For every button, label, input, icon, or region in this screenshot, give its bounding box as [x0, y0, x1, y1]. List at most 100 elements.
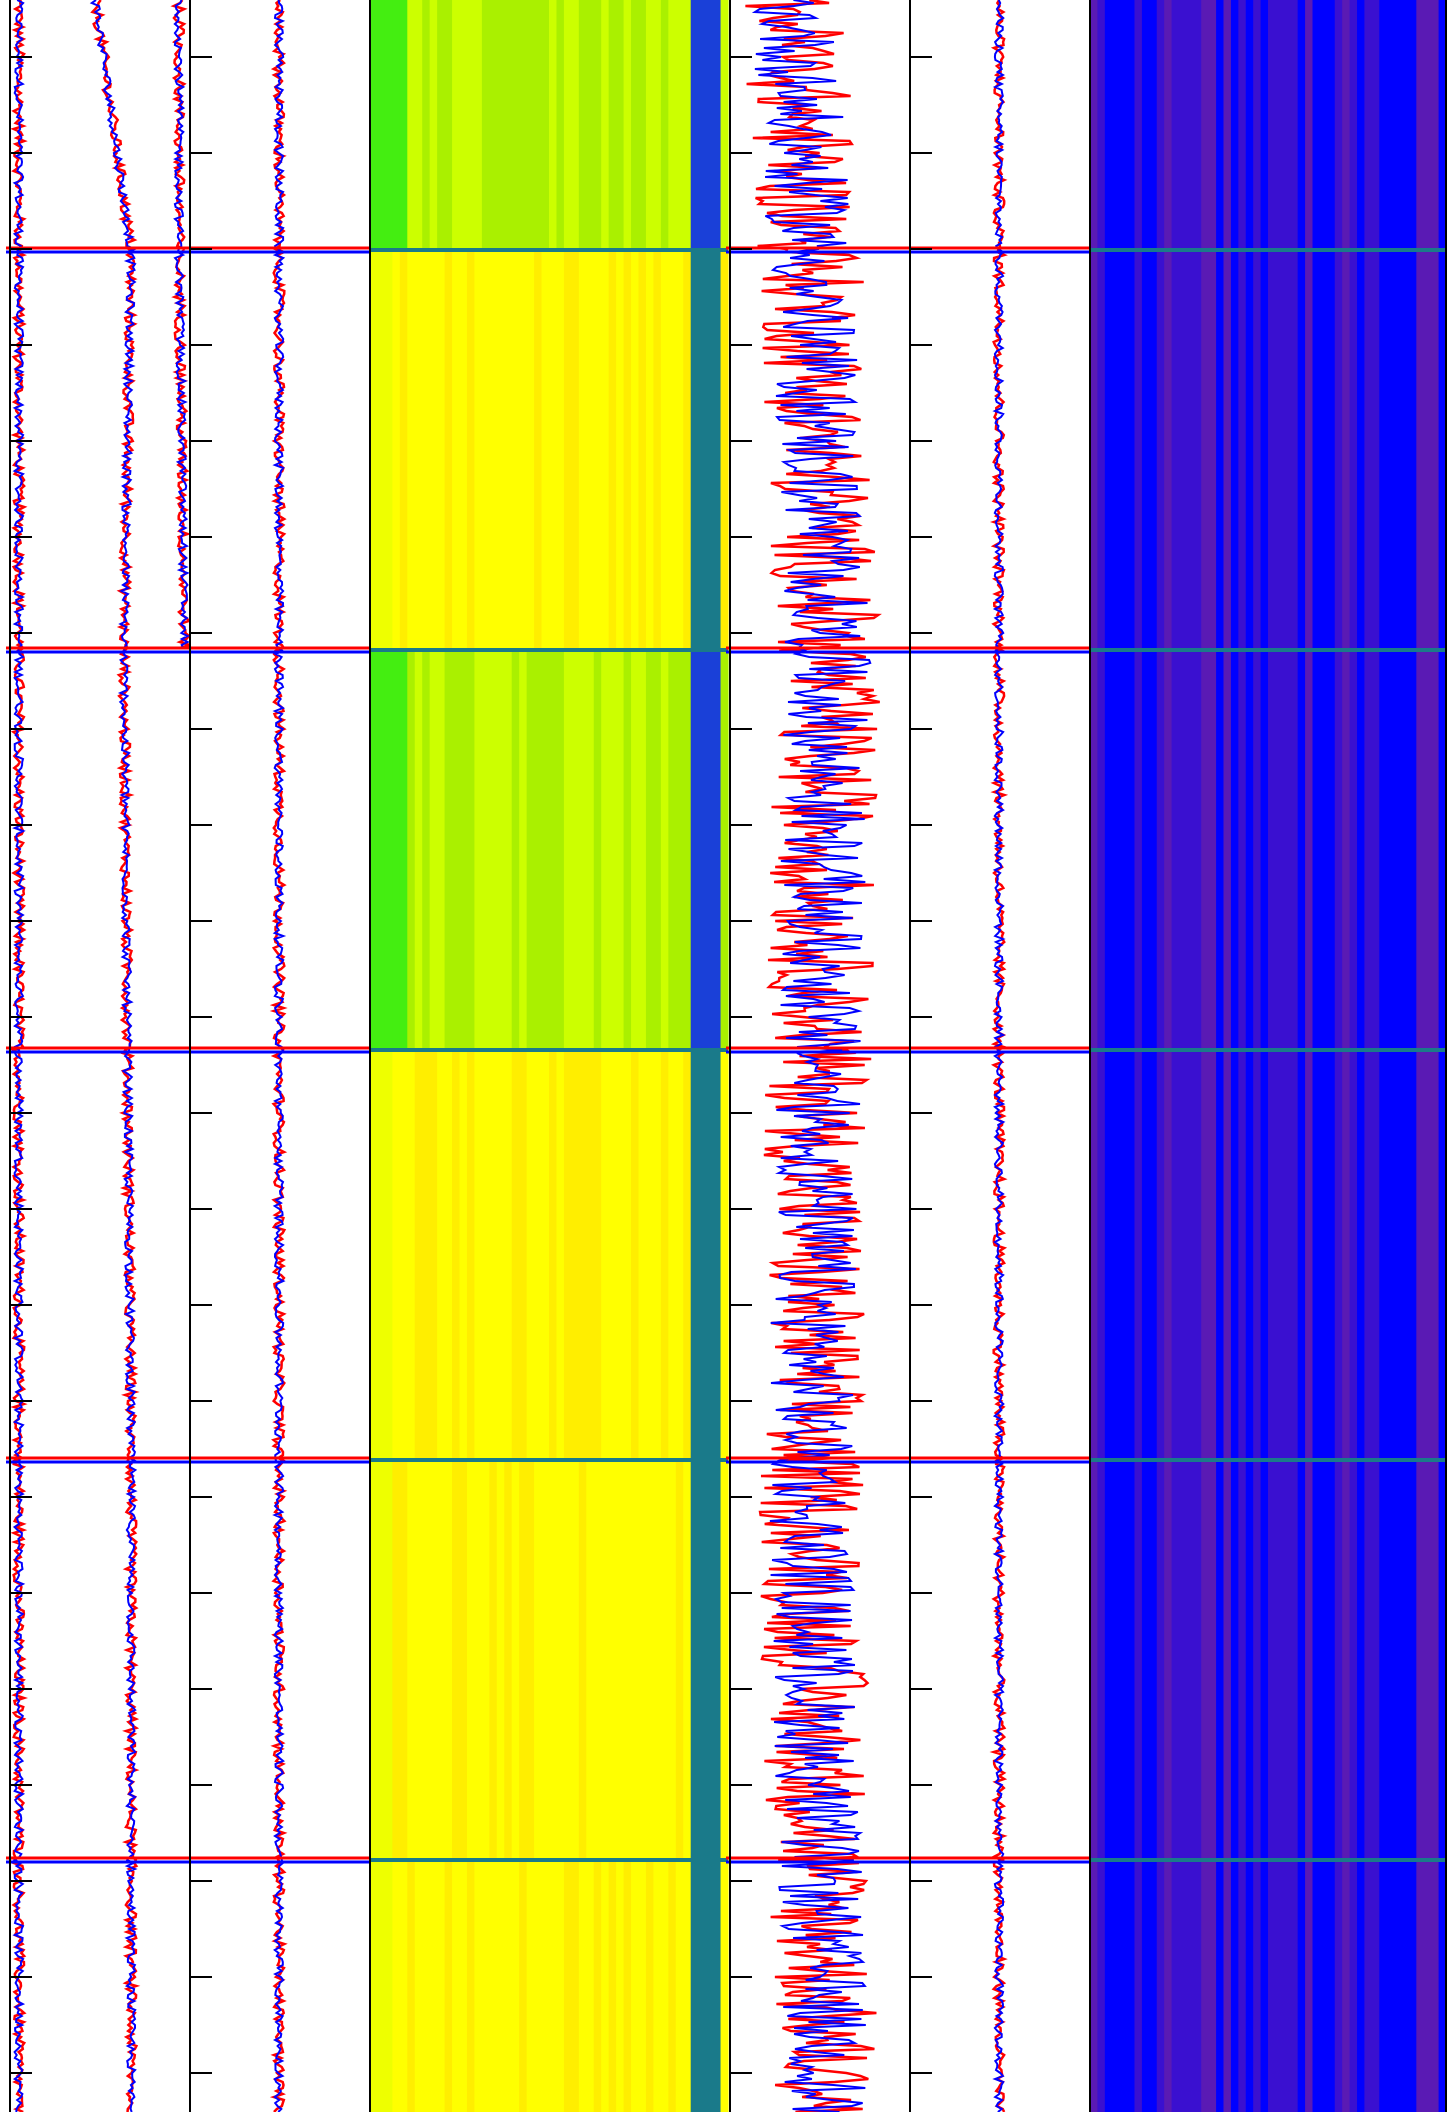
heatmap-cell: [1423, 0, 1432, 2112]
heatmap-cell: [489, 1460, 498, 1860]
heatmap-cell: [407, 1860, 416, 2112]
heatmap-cell: [675, 1860, 684, 2112]
heatmap-cell: [638, 250, 647, 650]
heatmap-cell: [668, 1050, 677, 1460]
heatmap-cell: [645, 1860, 655, 2112]
heatmap-cell: [631, 1860, 640, 2112]
heatmap-cell: [631, 1460, 640, 1860]
heatmap-cell: [690, 250, 699, 650]
trace-series-1-secondary: [272, 0, 287, 2112]
trace-series-3-secondary: [173, 0, 190, 649]
heatmap-cell: [392, 250, 401, 650]
heatmap-cell: [511, 250, 520, 650]
heatmap-cell: [519, 1460, 528, 1860]
zone-boundary: [370, 248, 728, 252]
trace-series-1-primary: [269, 0, 288, 2112]
heatmap-cell: [675, 1050, 684, 1460]
heatmap-cell: [1193, 0, 1202, 2112]
heatmap-cell: [638, 1460, 647, 1860]
heatmap-cell: [534, 1860, 543, 2112]
heatmap-cell: [422, 1860, 431, 2112]
heatmap-cell: [1438, 0, 1447, 2112]
heatmap-cell: [608, 650, 617, 1050]
heatmap-cell: [504, 0, 513, 250]
heatmap-cell: [452, 1860, 461, 2112]
heatmap-cell: [698, 1860, 707, 2112]
heatmap-cell: [466, 650, 476, 1050]
heatmap-cell: [377, 250, 386, 650]
heatmap-cell: [444, 1460, 453, 1860]
heatmap-cell: [504, 650, 513, 1050]
heatmap-cell: [645, 250, 655, 650]
heatmap-cell: [407, 1050, 416, 1460]
heatmap-cell: [399, 1050, 408, 1460]
heatmap-cell: [370, 1050, 379, 1460]
heatmap-cell: [526, 1460, 535, 1860]
heatmap-cell: [1127, 0, 1136, 2112]
heatmap-cell: [578, 0, 587, 250]
heatmap-cell: [526, 650, 535, 1050]
heatmap-cell: [481, 1860, 490, 2112]
heatmap-cell: [414, 250, 423, 650]
heatmap-cell: [1386, 0, 1395, 2112]
track-3: [369, 0, 729, 2112]
heatmap-cell: [1394, 0, 1403, 2112]
trace-series-1-secondary: [12, 0, 26, 2112]
heatmap-cell: [1253, 0, 1262, 2112]
heatmap-cell: [631, 250, 640, 650]
zone-boundary: [1090, 1858, 1446, 1862]
heatmap-cell: [1431, 0, 1440, 2112]
heatmap-cell: [407, 650, 416, 1050]
heatmap-cell: [593, 1050, 602, 1460]
heatmap-cell: [593, 650, 602, 1050]
heatmap-cell: [1208, 0, 1217, 2112]
heatmap-cell: [549, 1460, 558, 1860]
heatmap-cell: [578, 1460, 587, 1860]
heatmap-cell: [504, 1460, 513, 1860]
heatmap-cell: [511, 1050, 520, 1460]
heatmap-cell: [377, 1860, 386, 2112]
track-background: [10, 0, 188, 2112]
heatmap-cell: [384, 650, 393, 1050]
heatmap-cell: [422, 1460, 431, 1860]
heatmap-cell: [571, 1860, 580, 2112]
heatmap-cell: [474, 650, 483, 1050]
heatmap-cell: [1327, 0, 1336, 2112]
heatmap-cell: [399, 1460, 408, 1860]
heatmap-cell: [474, 1860, 483, 2112]
heatmap-cell: [511, 1460, 520, 1860]
heatmap-cell: [384, 250, 393, 650]
heatmap-cell: [653, 650, 662, 1050]
heatmap-cell: [1104, 0, 1113, 2112]
heatmap-cell: [653, 1860, 662, 2112]
heatmap-cell: [504, 250, 513, 650]
heatmap-cell: [549, 1050, 558, 1460]
heatmap-cell: [645, 650, 655, 1050]
heatmap-cell: [683, 1460, 692, 1860]
heatmap-cell: [586, 250, 595, 650]
heatmap-cell: [1275, 0, 1284, 2112]
heatmap-cell: [1223, 0, 1232, 2112]
heatmap-cell: [563, 1860, 572, 2112]
heatmap-cell: [474, 0, 483, 250]
heatmap-cell: [1408, 0, 1417, 2112]
heatmap-cell: [1230, 0, 1239, 2112]
heatmap-cell: [623, 1050, 632, 1460]
heatmap-cell: [466, 250, 476, 650]
heatmap-cell: [489, 650, 498, 1050]
zone-boundary: [1090, 1458, 1446, 1462]
heatmap-cell: [653, 0, 662, 250]
heatmap-cell: [1401, 0, 1410, 2112]
heatmap-cell: [481, 250, 490, 650]
heatmap-cell: [705, 650, 714, 1050]
heatmap-cell: [705, 250, 714, 650]
heatmap-cell: [496, 0, 505, 250]
heatmap-cell: [1349, 0, 1358, 2112]
track-4: [726, 0, 912, 2112]
heatmap-cell: [414, 1860, 423, 2112]
heatmap-cell: [713, 1860, 722, 2112]
heatmap-cell: [683, 0, 692, 250]
heatmap-cell: [399, 1860, 408, 2112]
heatmap-cell: [399, 0, 408, 250]
